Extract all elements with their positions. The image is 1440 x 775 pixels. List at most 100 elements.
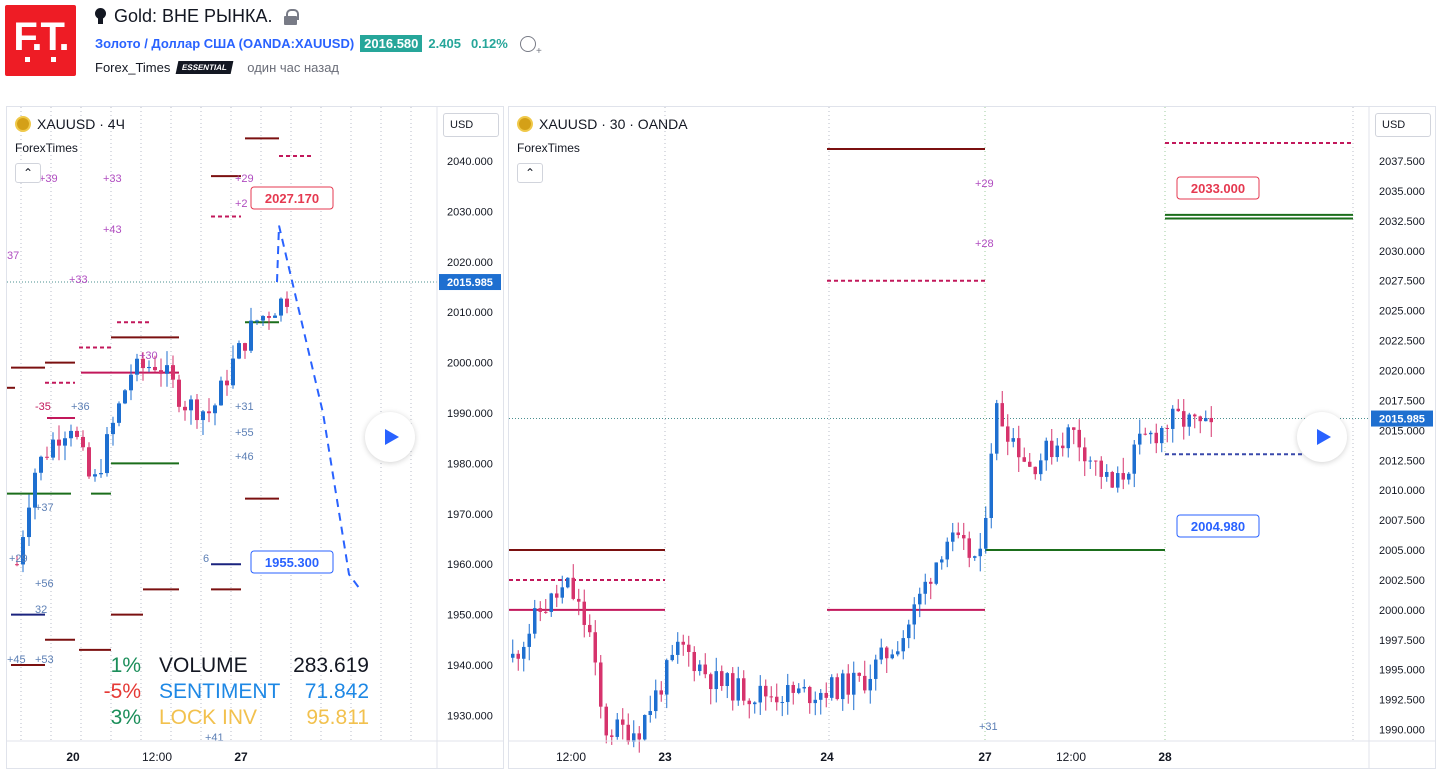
candle-body xyxy=(720,671,724,686)
candle-body xyxy=(1099,460,1103,477)
candle-body xyxy=(249,320,253,351)
panel-title-4h: XAUUSD · 4Ч xyxy=(15,116,125,132)
y-tick-label: 1995.000 xyxy=(1379,665,1425,677)
candle-body xyxy=(533,608,537,634)
collapse-legend-button[interactable]: ⌃ xyxy=(517,163,543,183)
candle-body xyxy=(57,439,61,446)
candle-body xyxy=(45,456,49,458)
candle-body xyxy=(1061,445,1065,449)
candle-body xyxy=(637,733,641,740)
panel-author: ForexTimes xyxy=(517,141,580,155)
chart-canvas-30m[interactable]: 2033.000 2004.980 +29 +28 +31 2037.500 2035.00… xyxy=(509,107,1436,769)
candle-body xyxy=(846,673,850,695)
candle-body xyxy=(555,593,559,598)
y-tick-label: 2015.000 xyxy=(1379,425,1425,437)
add-alert-icon[interactable] xyxy=(519,35,542,57)
candle-body xyxy=(1094,460,1098,462)
symbol-ticker-link[interactable]: (OANDA:XAUUSD) xyxy=(238,36,355,51)
author-link[interactable]: Forex_Times xyxy=(95,60,171,75)
logo-dots xyxy=(5,57,76,63)
candle-body xyxy=(808,686,812,704)
price-tag-label: 2015.985 xyxy=(447,277,493,289)
symbol-name-link[interactable]: Золото / Доллар США xyxy=(95,36,236,51)
candle-body xyxy=(610,735,614,737)
candle-body xyxy=(63,438,67,446)
y-tick-label: 1992.500 xyxy=(1379,695,1425,707)
annotation-label: +53 xyxy=(35,654,54,666)
callout-top-label: 2033.000 xyxy=(1191,181,1245,196)
y-tick-label: 1940.000 xyxy=(447,660,493,672)
y-tick-label: 2000.000 xyxy=(1379,605,1425,617)
annotation-label: +56 xyxy=(35,578,54,590)
y-tick-label: 2010.000 xyxy=(1379,485,1425,497)
x-tick-label: 28 xyxy=(1158,750,1172,764)
candle-body xyxy=(681,641,685,645)
candle-body xyxy=(582,601,586,625)
candle-body xyxy=(279,298,283,316)
candle-body xyxy=(201,411,205,421)
y-tick-label: 2025.000 xyxy=(1379,306,1425,318)
candle-body xyxy=(725,673,729,686)
currency-button[interactable]: USD xyxy=(1375,113,1431,137)
candle-body xyxy=(984,517,988,549)
stat-value: 283.619 xyxy=(293,654,369,677)
annotation-label: +45 xyxy=(7,654,26,666)
gold-coin-icon xyxy=(517,116,533,132)
candle-body xyxy=(1171,408,1175,429)
play-replay-button[interactable] xyxy=(365,412,415,462)
candle-body xyxy=(588,624,592,633)
callout-top-box xyxy=(1176,176,1260,200)
candle-body xyxy=(1132,444,1136,474)
candle-body xyxy=(538,608,542,612)
lock-icon xyxy=(284,8,300,25)
play-replay-button[interactable] xyxy=(1297,412,1347,462)
price-change: 2.405 xyxy=(428,36,461,51)
brand-logo[interactable]: F.T. xyxy=(5,5,76,76)
panel-author: ForexTimes xyxy=(15,141,78,155)
candle-body xyxy=(676,641,680,655)
annotation-label: +31 xyxy=(979,721,998,733)
candle-body xyxy=(111,422,115,435)
candle-body xyxy=(1000,403,1004,427)
candle-body xyxy=(698,664,702,672)
currency-button[interactable]: USD xyxy=(443,113,499,137)
candle-body xyxy=(571,577,575,599)
stat-row-sentiment: SENTIMENT 71.842 xyxy=(159,679,369,705)
chart-canvas-4h[interactable]: 2027.170 1955.300 +39 +33 +29 +2 +43 37 +33 +30 +3… xyxy=(7,107,504,769)
last-price-badge: 2016.580 xyxy=(360,35,423,52)
candle-body xyxy=(962,535,966,539)
collapse-legend-button[interactable]: ⌃ xyxy=(15,163,41,183)
panel-title-text: XAUUSD · 4Ч xyxy=(37,116,125,132)
candle-body xyxy=(1209,417,1213,423)
candle-body xyxy=(934,562,938,584)
candle-body xyxy=(802,686,806,689)
chart-panel-4h[interactable]: 2027.170 1955.300 +39 +33 +29 +2 +43 37 +33 +30 +3… xyxy=(6,106,504,769)
candle-body xyxy=(213,405,217,414)
candle-body xyxy=(780,702,784,704)
candle-body xyxy=(1077,429,1081,448)
candle-body xyxy=(863,675,867,691)
candle-body xyxy=(1187,414,1191,427)
candle-body xyxy=(1105,472,1109,477)
annotation-label: +30 xyxy=(139,350,158,362)
y-tick-label: 1980.000 xyxy=(447,458,493,470)
annotation-label: +46 xyxy=(235,451,254,463)
candle-body xyxy=(714,671,718,690)
y-tick-label: 2005.000 xyxy=(1379,545,1425,557)
panel-title-text: XAUUSD · 30 · OANDA xyxy=(539,116,688,132)
y-tick-label: 2030.000 xyxy=(447,206,493,218)
y-tick-label: 1950.000 xyxy=(447,610,493,622)
annotation-label: +2 xyxy=(235,198,248,210)
idea-title-text: Gold: ВНЕ РЫНКА. xyxy=(114,6,273,26)
annotation-label: +28 xyxy=(975,238,994,250)
candle-body xyxy=(75,430,79,437)
annotation-label: +55 xyxy=(235,427,254,439)
percent-column: 1% -5% 3% xyxy=(81,653,141,731)
chart-panel-30m[interactable]: 2033.000 2004.980 +29 +28 +31 2037.500 2035.00… xyxy=(508,106,1436,769)
y-tick-label: 2022.500 xyxy=(1379,336,1425,348)
annotation-label: +31 xyxy=(235,401,254,413)
y-tick-label: 1970.000 xyxy=(447,509,493,521)
y-tick-label: 2017.500 xyxy=(1379,395,1425,407)
candle-body xyxy=(593,632,597,663)
y-tick-label: 1990.000 xyxy=(447,408,493,420)
